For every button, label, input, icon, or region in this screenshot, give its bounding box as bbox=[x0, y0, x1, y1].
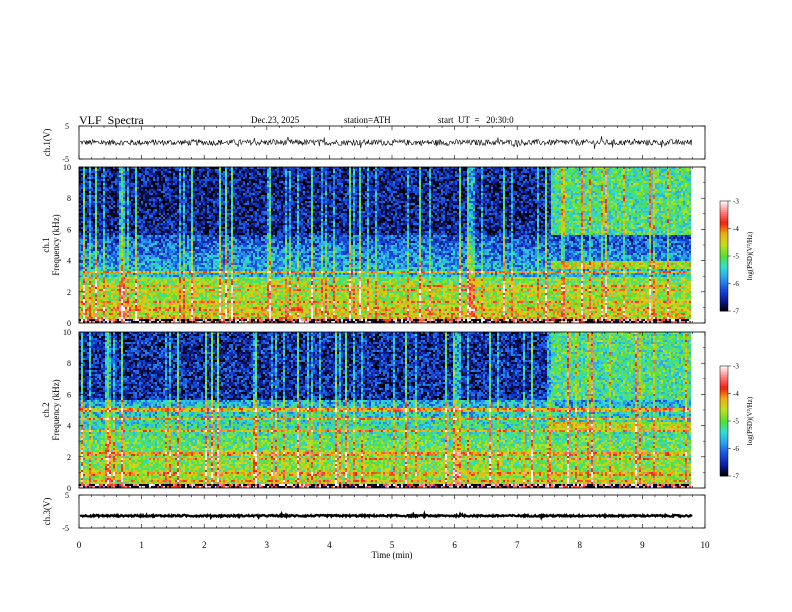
y-tick-label: 4 bbox=[67, 257, 71, 266]
y-tick-label: 4 bbox=[67, 422, 71, 431]
y-tick-label: 0 bbox=[67, 319, 71, 328]
x-tick-label: 3 bbox=[265, 540, 270, 550]
x-tick-label: 10 bbox=[701, 540, 711, 550]
x-tick-label: 0 bbox=[77, 540, 82, 550]
colorbar-tick-label: -7 bbox=[733, 473, 739, 481]
x-tick-label: 8 bbox=[578, 540, 583, 550]
colorbar-tick-label: -3 bbox=[733, 198, 739, 206]
waveform-trace bbox=[80, 136, 692, 149]
colorbar-label: log(PSD)(V²/Hz) bbox=[746, 231, 754, 280]
colorbar-tick-label: -5 bbox=[733, 418, 739, 426]
ch1-waveform-panel: 5-5ch.1(V) bbox=[42, 122, 705, 164]
x-tick-label: 1 bbox=[139, 540, 144, 550]
spectrogram-image bbox=[79, 167, 691, 323]
x-tick-label: 6 bbox=[452, 540, 457, 550]
ch1-spectrogram-panel: 0 2 4 6 8 10 ch.1 Frequency (kHz) bbox=[41, 163, 705, 328]
x-tick-label: 5 bbox=[390, 540, 395, 550]
ch1-colorbar: -3 -4 -5 -6 -7 log(PSD)(V²/Hz) bbox=[720, 198, 754, 316]
station-label: station=ATH bbox=[344, 115, 391, 125]
chart-title: VLF Spectra bbox=[79, 113, 144, 128]
channel-label: ch.1 bbox=[41, 237, 51, 252]
y-axis-label: Frequency (kHz) bbox=[51, 214, 61, 275]
x-tick-label: 4 bbox=[327, 540, 332, 550]
plot-frame bbox=[79, 495, 705, 528]
y-tick-label: 6 bbox=[67, 225, 71, 234]
y-axis-label: ch.1(V) bbox=[42, 129, 52, 157]
colorbar-tick-label: -6 bbox=[733, 445, 739, 453]
colorbar-label: log(PSD)(V²/Hz) bbox=[746, 396, 754, 445]
x-tick-label: 7 bbox=[515, 540, 520, 550]
y-tick-label: 10 bbox=[63, 163, 71, 172]
x-axis-label: Time (min) bbox=[372, 550, 413, 560]
start-ut-label: start UT = 20:30:0 bbox=[438, 115, 514, 125]
x-tick-label: 9 bbox=[640, 540, 645, 550]
ch2-colorbar: -3 -4 -5 -6 -7 log(PSD)(V²/Hz) bbox=[720, 363, 754, 481]
y-tick-label: 8 bbox=[67, 359, 71, 368]
y-tick-label: 6 bbox=[67, 390, 71, 399]
y-tick-label: 2 bbox=[67, 453, 71, 462]
y-tick-label: 2 bbox=[67, 288, 71, 297]
colorbar-tick-label: -4 bbox=[733, 225, 739, 233]
y-tick-label: 10 bbox=[63, 328, 71, 337]
channel-label: ch.2 bbox=[41, 402, 51, 417]
y-tick-label: -5 bbox=[62, 524, 69, 533]
y-tick-label: 5 bbox=[65, 491, 69, 500]
x-tick-label: 2 bbox=[202, 540, 207, 550]
y-tick-label: 8 bbox=[67, 194, 71, 203]
colorbar-tick-label: -6 bbox=[733, 280, 739, 288]
colorbar-tick-label: -7 bbox=[733, 308, 739, 316]
ch3-waveform-panel: 5 -5 ch.3(V) bbox=[42, 491, 705, 533]
y-tick-label: 5 bbox=[65, 122, 69, 131]
date-label: Dec.23, 2025 bbox=[251, 115, 299, 125]
time-axis: 0 1 2 3 4 5 6 7 8 9 10 Time (min) bbox=[77, 540, 710, 560]
colorbar-tick-label: -5 bbox=[733, 253, 739, 261]
y-axis-label: ch.3(V) bbox=[42, 498, 52, 526]
waveform-trace bbox=[80, 514, 692, 517]
colorbar-tick-label: -3 bbox=[733, 363, 739, 371]
colorbar-tick-label: -4 bbox=[733, 390, 739, 398]
spectrogram-image bbox=[79, 332, 691, 488]
y-axis-label: Frequency (kHz) bbox=[51, 379, 61, 440]
